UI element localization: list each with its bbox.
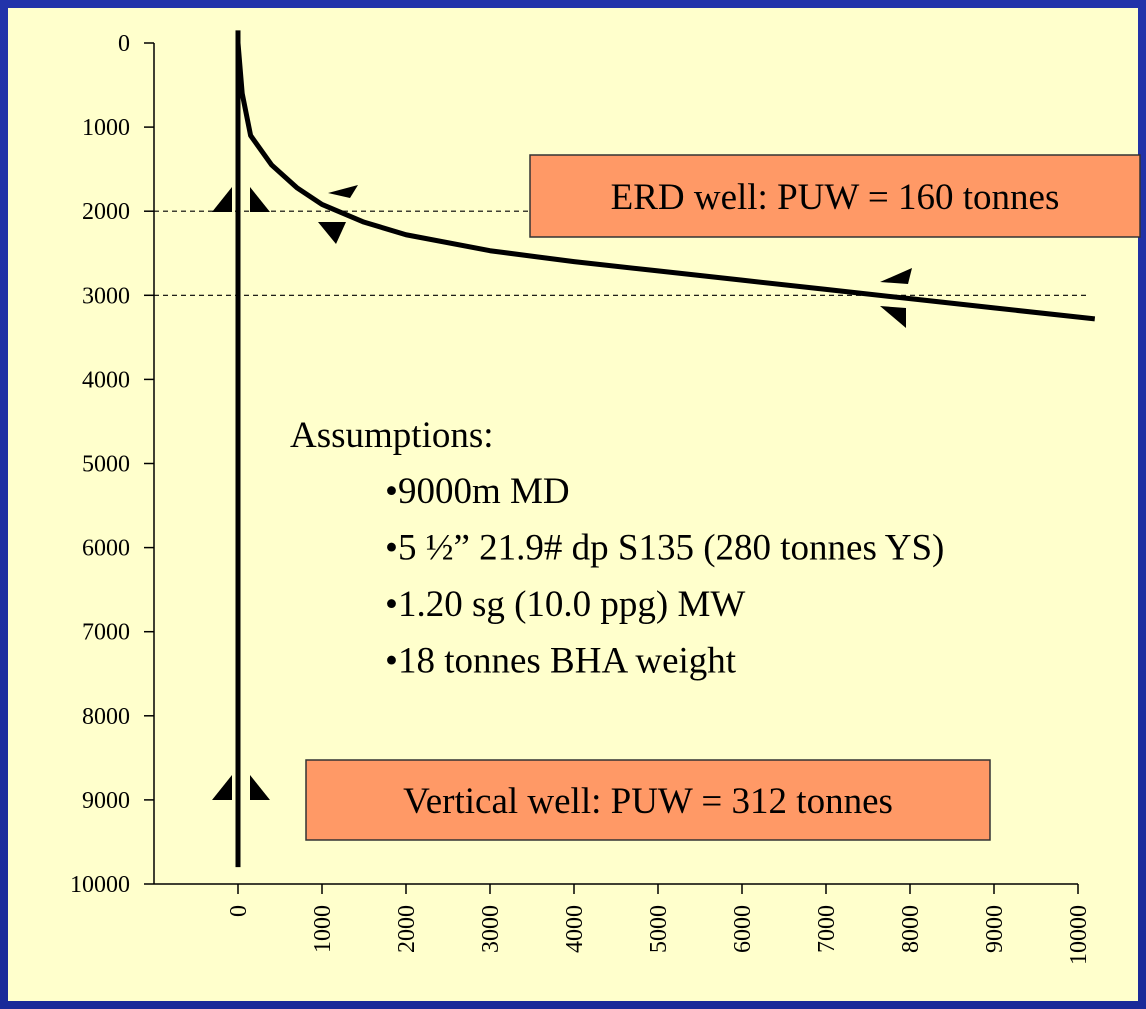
x-tick-label: 5000 — [646, 905, 672, 953]
x-tick-label: 1000 — [310, 905, 336, 953]
x-tick-label: 0 — [226, 905, 252, 917]
annotation-text: Vertical well: PUW = 312 tonnes — [403, 781, 893, 822]
annotation-box — [305, 759, 991, 841]
arrow — [318, 222, 346, 244]
arrow — [250, 187, 270, 212]
x-tick-label: 3000 — [478, 905, 504, 953]
y-tick-label: 10000 — [70, 872, 130, 898]
notes-item: •9000m MD — [385, 471, 570, 512]
notes-item: •1.20 sg (10.0 ppg) MW — [385, 584, 745, 625]
arrow — [250, 775, 270, 800]
notes-title: Assumptions: — [290, 415, 494, 456]
arrow — [880, 306, 906, 328]
arrows — [212, 185, 912, 800]
x-tick-label: 2000 — [394, 905, 420, 953]
y-tick-label: 8000 — [82, 704, 130, 730]
arrow — [328, 185, 358, 198]
x-tick-label: 9000 — [982, 905, 1008, 953]
x-tick-label: 8000 — [898, 905, 924, 953]
arrow — [212, 775, 232, 800]
y-tick-label: 5000 — [82, 452, 130, 478]
y-tick-label: 7000 — [82, 620, 130, 646]
x-tick-label: 7000 — [814, 905, 840, 953]
y-tick-label: 3000 — [82, 283, 130, 309]
notes-item: •5 ½” 21.9# dp S135 (280 tonnes YS) — [385, 528, 944, 569]
arrow — [212, 187, 232, 212]
annotation-box — [529, 154, 1141, 238]
annotation-text: ERD well: PUW = 160 tonnes — [611, 177, 1060, 218]
notes-item: •18 tonnes BHA weight — [385, 641, 737, 682]
x-tick-label: 4000 — [562, 905, 588, 953]
x-tick-label: 6000 — [730, 905, 756, 953]
y-tick-label: 4000 — [82, 367, 130, 393]
y-tick-label: 1000 — [82, 115, 130, 141]
y-tick-label: 0 — [118, 31, 130, 57]
y-tick-label: 6000 — [82, 536, 130, 562]
arrow — [880, 268, 912, 284]
x-tick-label: 10000 — [1066, 905, 1092, 965]
y-tick-label: 9000 — [82, 788, 130, 814]
well-path — [235, 42, 1096, 322]
y-tick-label: 2000 — [82, 199, 130, 225]
